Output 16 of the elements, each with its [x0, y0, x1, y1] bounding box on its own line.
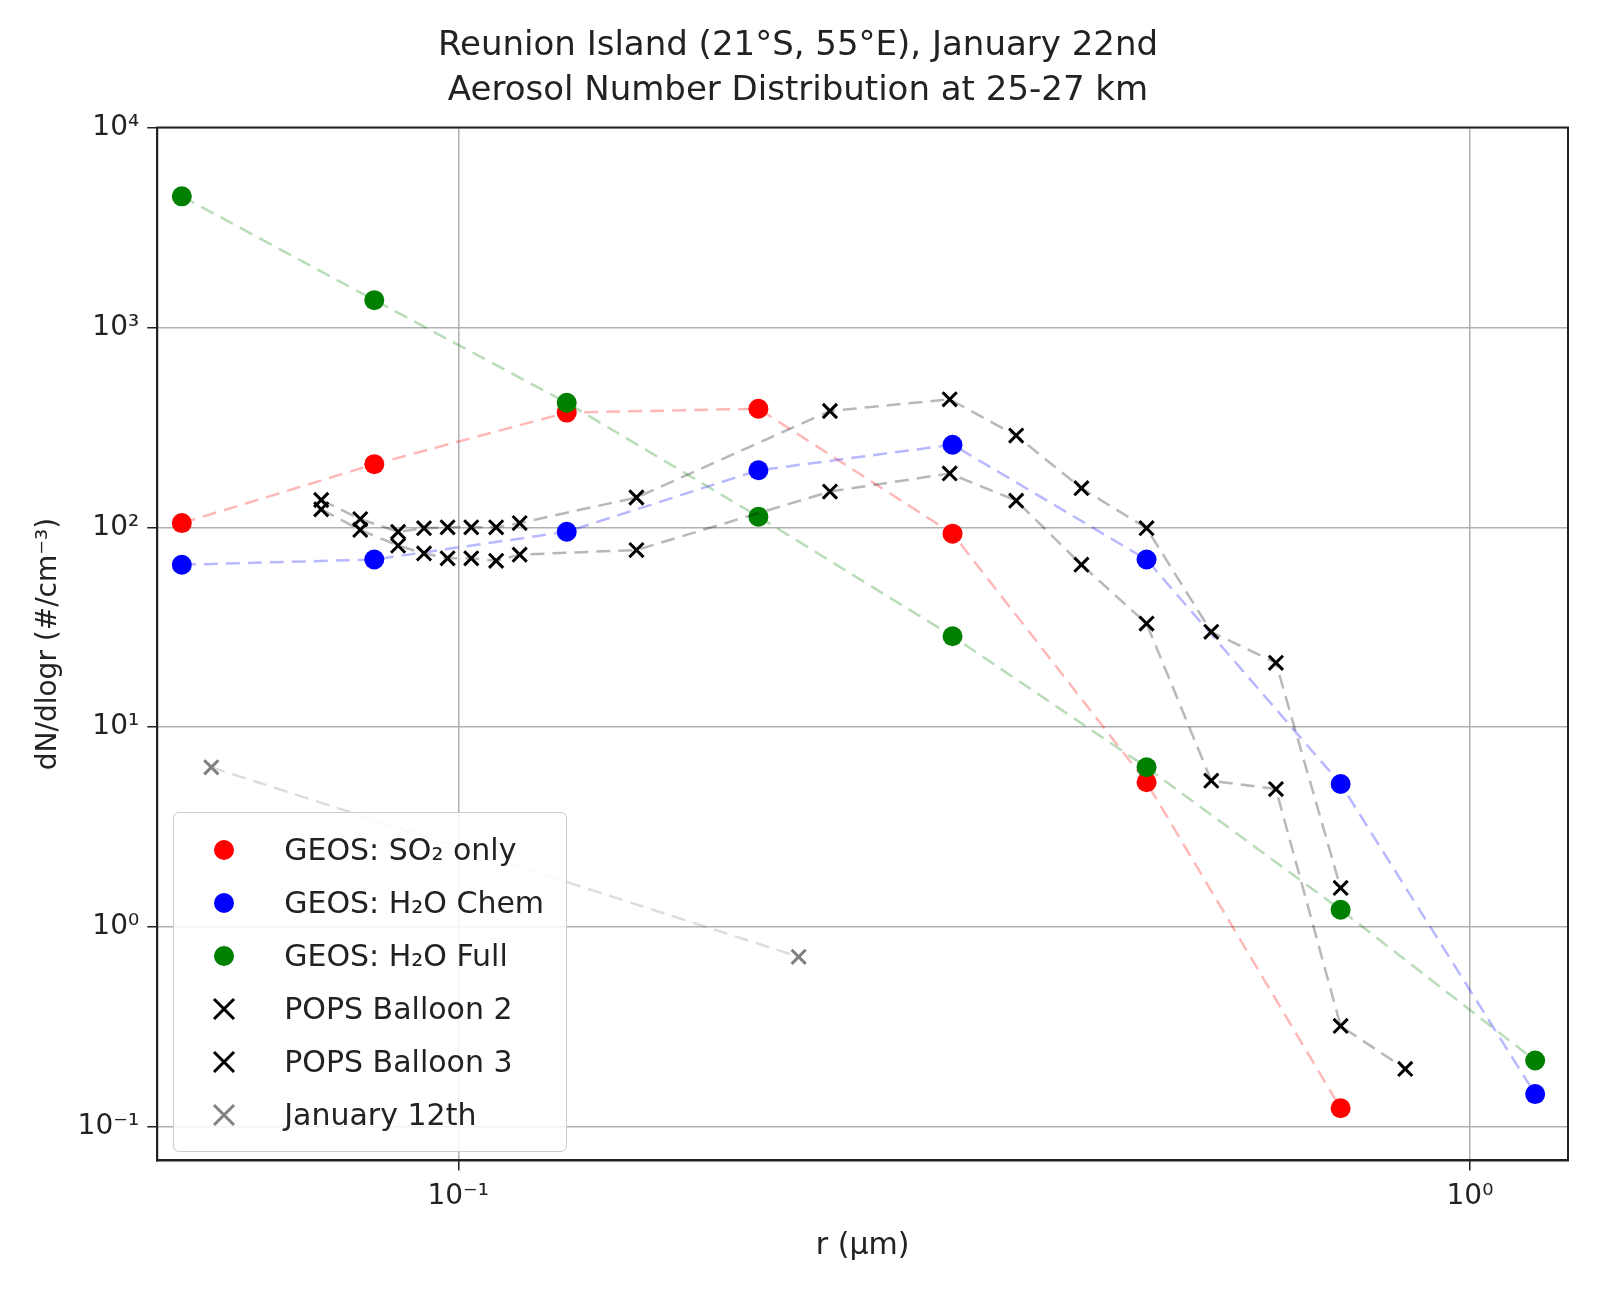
y-tick-label: 10³	[92, 308, 140, 342]
y-tick-label: 10⁻¹	[77, 1108, 140, 1142]
y-tick-label: 10¹	[92, 708, 140, 742]
legend-label: POPS Balloon 3	[284, 1044, 513, 1080]
y-tick-label: 10²	[92, 508, 140, 542]
x-axis-title: r (μm)	[815, 1225, 910, 1261]
chart-title: Reunion Island (21°S, 55°E), January 22nd	[437, 23, 1159, 64]
y-tick-label: 10⁰	[92, 908, 140, 942]
y-axis-title: dN/dlogr (#/cm⁻³)	[30, 517, 64, 771]
y-tick-label: 10⁴	[92, 108, 140, 142]
legend-label: GEOS: H₂O Full	[284, 938, 508, 974]
legend-label: GEOS: H₂O Chem	[284, 885, 545, 921]
chart-subtitle: Aerosol Number Distribution at 25-27 km	[447, 68, 1149, 109]
legend-label: POPS Balloon 2	[284, 991, 513, 1027]
legend-label: January 12th	[284, 1097, 477, 1133]
legend-label: GEOS: SO₂ only	[284, 832, 517, 868]
